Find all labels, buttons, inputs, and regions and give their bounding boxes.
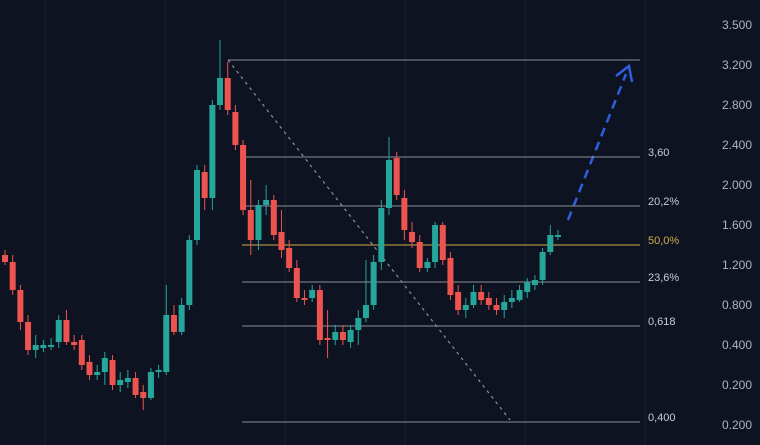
- candle-body: [424, 262, 431, 268]
- candle-body: [2, 255, 8, 262]
- candle-body: [9, 262, 16, 290]
- candle-body: [370, 262, 377, 305]
- candle-body: [439, 225, 446, 260]
- candle-body: [263, 200, 270, 205]
- arrow-head: [615, 63, 634, 83]
- candle-body: [25, 322, 32, 350]
- candle-body: [409, 232, 416, 242]
- y-tick-label: 2.000: [722, 178, 752, 192]
- candle-body: [355, 318, 362, 330]
- fib-level-label: 20,2%: [648, 196, 679, 208]
- candle-body: [86, 362, 93, 375]
- y-tick-label: 3.200: [722, 58, 752, 72]
- candle-body: [163, 315, 170, 372]
- candle-body: [140, 392, 147, 398]
- candle-body: [547, 235, 554, 252]
- y-tick-label: 0.800: [722, 298, 752, 312]
- y-tick-label: 0.400: [722, 338, 752, 352]
- candle-body: [101, 358, 108, 372]
- candle-body: [78, 340, 85, 365]
- candle-body: [124, 378, 131, 382]
- candle-body: [147, 372, 154, 398]
- candle-body: [232, 112, 239, 145]
- candle-body: [201, 172, 208, 198]
- candle-body: [462, 305, 469, 310]
- candle-body: [63, 320, 70, 342]
- y-tick-label: 2.400: [722, 138, 752, 152]
- candle-body: [186, 240, 193, 305]
- candle-body: [309, 290, 316, 298]
- candle-body: [255, 205, 262, 240]
- candle-body: [270, 200, 277, 235]
- candle-body: [278, 232, 285, 250]
- candle-body: [286, 248, 293, 268]
- candle-body: [508, 298, 515, 302]
- y-tick-label: 0.200: [722, 418, 752, 432]
- fib-level-label: 0,618: [648, 316, 676, 328]
- candle-body: [71, 342, 78, 345]
- candle-body: [48, 345, 55, 347]
- fib-level-label: 23,6%: [648, 272, 679, 284]
- candle-body: [209, 105, 216, 198]
- y-tick-label: 1.200: [722, 258, 752, 272]
- y-tick-label: 1.600: [722, 218, 752, 232]
- candle-body: [386, 160, 392, 208]
- candle-body: [539, 252, 546, 280]
- candle-body: [301, 298, 308, 300]
- candle-body: [170, 315, 177, 332]
- fib-level-label: 0,400: [648, 412, 676, 424]
- trend-line: [227, 59, 511, 421]
- candle-body: [247, 210, 254, 240]
- candle-body: [217, 78, 224, 105]
- candle-body: [401, 198, 408, 230]
- candle-body: [109, 360, 116, 385]
- candle-body: [531, 280, 538, 285]
- candle-body: [455, 292, 462, 310]
- candle-body: [516, 290, 523, 300]
- candle-body: [155, 370, 162, 372]
- candle-body: [293, 268, 300, 298]
- candle-body: [55, 320, 62, 342]
- candle-body: [485, 298, 492, 305]
- candle-body: [32, 345, 39, 350]
- vertical-grid: [44, 0, 646, 445]
- candle-body: [493, 305, 500, 310]
- candle-body: [224, 78, 231, 110]
- candle-body: [339, 332, 346, 340]
- candle-body: [432, 225, 439, 262]
- candle-body: [362, 305, 369, 318]
- candle-body: [378, 208, 385, 262]
- arrow-shaft: [566, 73, 628, 221]
- projection-arrow: [566, 63, 634, 221]
- candle-body: [194, 170, 200, 240]
- candle-body: [416, 242, 423, 268]
- candle-body: [447, 258, 454, 295]
- candle-body: [240, 145, 247, 210]
- candle-body: [316, 290, 323, 340]
- candle-body: [524, 282, 531, 292]
- candle-body: [332, 332, 339, 340]
- candle-body: [94, 372, 101, 375]
- candle-body: [17, 290, 24, 322]
- y-tick-label: 0.200: [722, 378, 752, 392]
- candle-body: [347, 330, 354, 342]
- y-tick-label: 3.500: [722, 18, 752, 32]
- candle-body: [554, 235, 561, 237]
- candle-body: [178, 305, 185, 332]
- candle-body: [470, 292, 477, 305]
- candle-body: [393, 158, 400, 195]
- candle-body: [501, 302, 508, 310]
- fib-level-label: 50,0%: [648, 235, 679, 247]
- candle-body: [117, 380, 124, 385]
- candle-body: [132, 378, 139, 395]
- candle-body: [40, 345, 47, 348]
- candle-body: [478, 292, 485, 300]
- candle-body: [324, 338, 331, 340]
- y-tick-label: 2.800: [722, 98, 752, 112]
- fib-level-label: 3,60: [648, 147, 669, 159]
